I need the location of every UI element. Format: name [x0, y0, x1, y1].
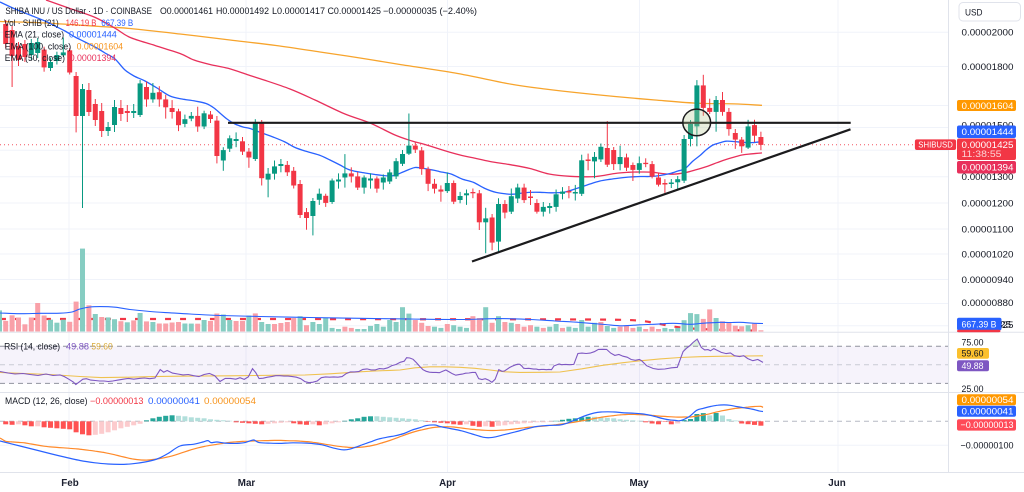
- svg-text:RSI (14, close): RSI (14, close): [4, 342, 60, 352]
- svg-text:0.00000054: 0.00000054: [962, 395, 1014, 406]
- svg-text:−0.00000013: −0.00000013: [961, 420, 1014, 431]
- svg-text:EMA (21, close): EMA (21, close): [5, 30, 64, 40]
- svg-text:SHIBUSD: SHIBUSD: [918, 141, 953, 150]
- svg-text:0.00001800: 0.00001800: [962, 62, 1014, 73]
- svg-text:0.00000054: 0.00000054: [204, 396, 256, 406]
- svg-text:SHIBA INU / US Dollar · 1D · C: SHIBA INU / US Dollar · 1D · COINBASE: [5, 6, 152, 16]
- svg-text:Vol · SHIB (21): Vol · SHIB (21): [4, 18, 59, 28]
- svg-text:0.00002000: 0.00002000: [962, 28, 1014, 39]
- svg-text:0.00000940: 0.00000940: [962, 275, 1014, 286]
- svg-text:0.00001394: 0.00001394: [70, 53, 117, 63]
- svg-text:75.00: 75.00: [962, 337, 984, 348]
- svg-text:11:38:55: 11:38:55: [962, 149, 1002, 160]
- svg-text:EMA (50, close): EMA (50, close): [5, 53, 65, 63]
- svg-text:Mar: Mar: [238, 478, 256, 489]
- svg-text:667.39 B: 667.39 B: [101, 18, 133, 28]
- svg-text:49.88: 49.88: [962, 361, 984, 372]
- svg-text:146.19 B: 146.19 B: [66, 18, 97, 28]
- svg-text:0.00001604: 0.00001604: [77, 41, 124, 51]
- svg-text:USD: USD: [965, 7, 983, 18]
- svg-text:Apr: Apr: [439, 478, 456, 489]
- svg-text:C0.00001425: C0.00001425: [328, 6, 382, 16]
- svg-text:L0.00001417: L0.00001417: [272, 6, 325, 16]
- svg-text:0.00001100: 0.00001100: [962, 224, 1014, 235]
- svg-text:25.00: 25.00: [962, 384, 984, 395]
- svg-text:−0.00000100: −0.00000100: [961, 441, 1014, 452]
- svg-text:59.60: 59.60: [91, 342, 112, 352]
- svg-text:0.00001020: 0.00001020: [962, 249, 1014, 260]
- svg-text:0.00001394: 0.00001394: [962, 163, 1014, 174]
- svg-text:59.60: 59.60: [962, 349, 984, 360]
- svg-text:667.39 B: 667.39 B: [962, 319, 997, 330]
- svg-text:0.00000880: 0.00000880: [962, 298, 1014, 309]
- svg-text:0.00001444: 0.00001444: [962, 127, 1014, 138]
- svg-text:49.88: 49.88: [66, 342, 89, 352]
- svg-text:May: May: [629, 478, 649, 489]
- svg-text:−0.00000013: −0.00000013: [90, 396, 144, 406]
- svg-text:0.00001300: 0.00001300: [962, 172, 1014, 183]
- svg-text:H0.00001492: H0.00001492: [216, 6, 269, 16]
- svg-text:Jun: Jun: [828, 478, 845, 489]
- svg-text:0.00000041: 0.00000041: [148, 396, 200, 406]
- svg-text:EMA (100, close): EMA (100, close): [5, 41, 71, 51]
- svg-text:0.00001604: 0.00001604: [962, 101, 1014, 112]
- svg-text:Feb: Feb: [61, 478, 78, 489]
- svg-text:O0.00001461: O0.00001461: [160, 6, 213, 16]
- svg-text:0.00001425: 0.00001425: [962, 140, 1014, 151]
- svg-text:0.00000041: 0.00000041: [962, 407, 1014, 418]
- svg-text:0.00001444: 0.00001444: [69, 30, 117, 40]
- svg-text:0.00001200: 0.00001200: [962, 198, 1014, 209]
- svg-text:MACD (12, 26, close): MACD (12, 26, close): [5, 396, 88, 406]
- svg-text:−0.00000035 (−2.40%): −0.00000035 (−2.40%): [383, 6, 477, 16]
